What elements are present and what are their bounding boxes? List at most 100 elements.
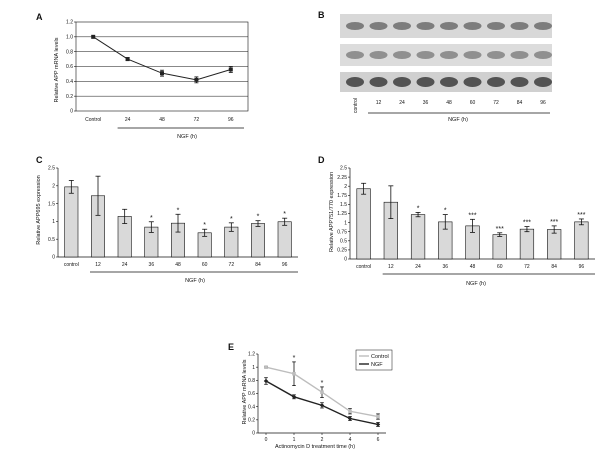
panel-c-y-tick-label: 0.5 <box>48 237 55 243</box>
panel-e-y-tick-label: 1 <box>252 365 255 371</box>
blot-band <box>534 77 552 87</box>
panel-e-series-ngf-point <box>319 403 325 408</box>
blot-band <box>487 51 505 59</box>
panel-d-x-tick-label: 60 <box>497 264 503 270</box>
blot-band <box>369 22 388 30</box>
panel-c-significance-mark: * <box>283 211 286 218</box>
blot-band <box>393 22 411 30</box>
blot-band <box>393 77 411 87</box>
panel-a-y-tick-label: 0.2 <box>66 94 73 100</box>
panel-e-series-ngf-point <box>375 422 381 427</box>
panel-d-significance-mark: * <box>417 205 420 212</box>
panel-c-x-tick-label: 60 <box>202 262 208 268</box>
blot-band <box>416 77 435 87</box>
panel-d-y-tick-label: 1.25 <box>337 211 347 217</box>
panel-e-y-tick-label: 0 <box>252 431 255 437</box>
blot-band <box>534 51 552 59</box>
panel-c-significance-mark: * <box>203 222 206 229</box>
panel-c-x-tick-label: control <box>64 262 79 268</box>
panel-c-x-tick-label: 84 <box>255 262 261 268</box>
panel-d-significance-mark: *** <box>550 219 558 226</box>
panel-c-bar <box>277 221 292 258</box>
panel-c-significance-mark: * <box>230 216 233 223</box>
panel-d-y-tick-label: 0.75 <box>337 229 347 235</box>
panel-a: A Relative APP mRNA levels NGF (h) 0 0.2 0… <box>36 12 249 140</box>
panel-a-point <box>91 34 96 39</box>
panel-d-bar <box>492 234 507 260</box>
blot-band <box>393 51 411 59</box>
panel-a-x-axis-label: NGF (h) <box>177 134 197 140</box>
panel-d-bar <box>519 228 535 260</box>
panel-c-y-axis-label: Relative APP695 expression <box>36 175 42 244</box>
panel-e-y-tick-label: 0.4 <box>248 404 255 410</box>
panel-b-x-axis-label: NGF (h) <box>448 117 468 123</box>
panel-c-x-tick-label: 36 <box>149 262 155 268</box>
panel-e-series-control-point <box>348 409 352 414</box>
blot-band <box>510 77 529 87</box>
panel-d-x-tick-label: 96 <box>579 264 585 270</box>
blot-band <box>463 77 482 87</box>
panel-e-legend-label: Control <box>371 354 389 360</box>
blot-lane-label: 96 <box>540 100 546 106</box>
panel-e-series-control-point <box>264 365 268 369</box>
panel-d-y-tick-label: 0 <box>344 257 347 263</box>
panel-c-y-tick-label: 1 <box>52 219 55 225</box>
panel-d-y-tick-label: 1.5 <box>340 202 347 208</box>
blot-band <box>487 22 505 30</box>
panel-c-x-tick-label: 12 <box>95 262 101 268</box>
panel-d-significance-mark: * <box>444 208 447 215</box>
blot-band <box>369 51 388 59</box>
panel-d-significance-mark: *** <box>496 226 504 233</box>
blot-band <box>487 77 505 87</box>
panel-c-significance-mark: * <box>150 215 153 222</box>
panel-e-series-ngf-point <box>291 394 297 399</box>
panel-d-x-tick-label: 24 <box>415 264 421 270</box>
panel-c-x-tick-label: 48 <box>175 262 181 268</box>
panel-d-x-tick-label: 72 <box>524 264 530 270</box>
panel-d-significance-mark: *** <box>468 212 476 219</box>
panel-d-y-tick-label: 2 <box>344 184 347 190</box>
panel-a-x-tick-label: 24 <box>125 117 131 123</box>
panel-a-y-axis-label: Relative APP mRNA levels <box>54 37 60 102</box>
panel-e-x-tick-label: 6 <box>377 437 380 443</box>
panel-c-bar <box>251 223 265 258</box>
panel-e-significance-mark: * <box>321 380 324 387</box>
panel-d-x-tick-label: 36 <box>442 264 448 270</box>
panel-a-y-tick-label: 0.4 <box>66 79 73 85</box>
panel-e-y-tick-label: 0.6 <box>248 391 255 397</box>
panel-e-series-control-point <box>292 371 296 376</box>
panel-d-y-tick-label: 0.25 <box>337 248 347 254</box>
blot-band <box>346 77 364 87</box>
panel-c-significance-mark: * <box>257 214 260 221</box>
panel-d-y-tick-label: 2.25 <box>337 175 347 181</box>
blot-band <box>510 51 529 59</box>
panel-e-y-tick-label: 0.8 <box>248 378 255 384</box>
panel-d-bar <box>356 188 371 260</box>
panel-label-b: B <box>318 10 325 20</box>
panel-d-x-axis-label: NGF (h) <box>466 281 486 287</box>
blot-band <box>346 22 364 30</box>
panel-c-bar <box>64 186 79 258</box>
panel-c-x-tick-label: 24 <box>122 262 128 268</box>
blot-lane-label: 48 <box>446 100 452 106</box>
panel-a-point <box>125 57 130 62</box>
panel-c-y-tick-label: 2 <box>52 184 55 190</box>
panel-d: D Relative APP751/770 expression NGF (h)… <box>318 155 595 287</box>
panel-e-series-control-point <box>376 414 380 419</box>
blot-lane-label: control <box>353 98 359 113</box>
blot-band <box>346 51 364 59</box>
panel-e-y-tick-label: 0.2 <box>248 418 255 424</box>
panel-e-series-ngf-point <box>347 416 353 421</box>
panel-c: C Relative APP695 expression NGF (h) 0 0.… <box>36 155 298 284</box>
panel-c-x-tick-label: 72 <box>229 262 235 268</box>
panel-d-y-tick-label: 2.5 <box>340 166 347 172</box>
panel-a-point <box>228 67 233 72</box>
blot-band <box>463 51 482 59</box>
panel-e-x-tick-label: 4 <box>349 437 352 443</box>
panel-e-x-axis-label: Actinomycin D treatment time (h) <box>275 444 355 450</box>
blot-lane-label: 84 <box>517 100 523 106</box>
panel-label-e: E <box>228 342 234 352</box>
panel-a-x-tick-label: 72 <box>194 117 200 123</box>
blot-band <box>416 51 435 59</box>
